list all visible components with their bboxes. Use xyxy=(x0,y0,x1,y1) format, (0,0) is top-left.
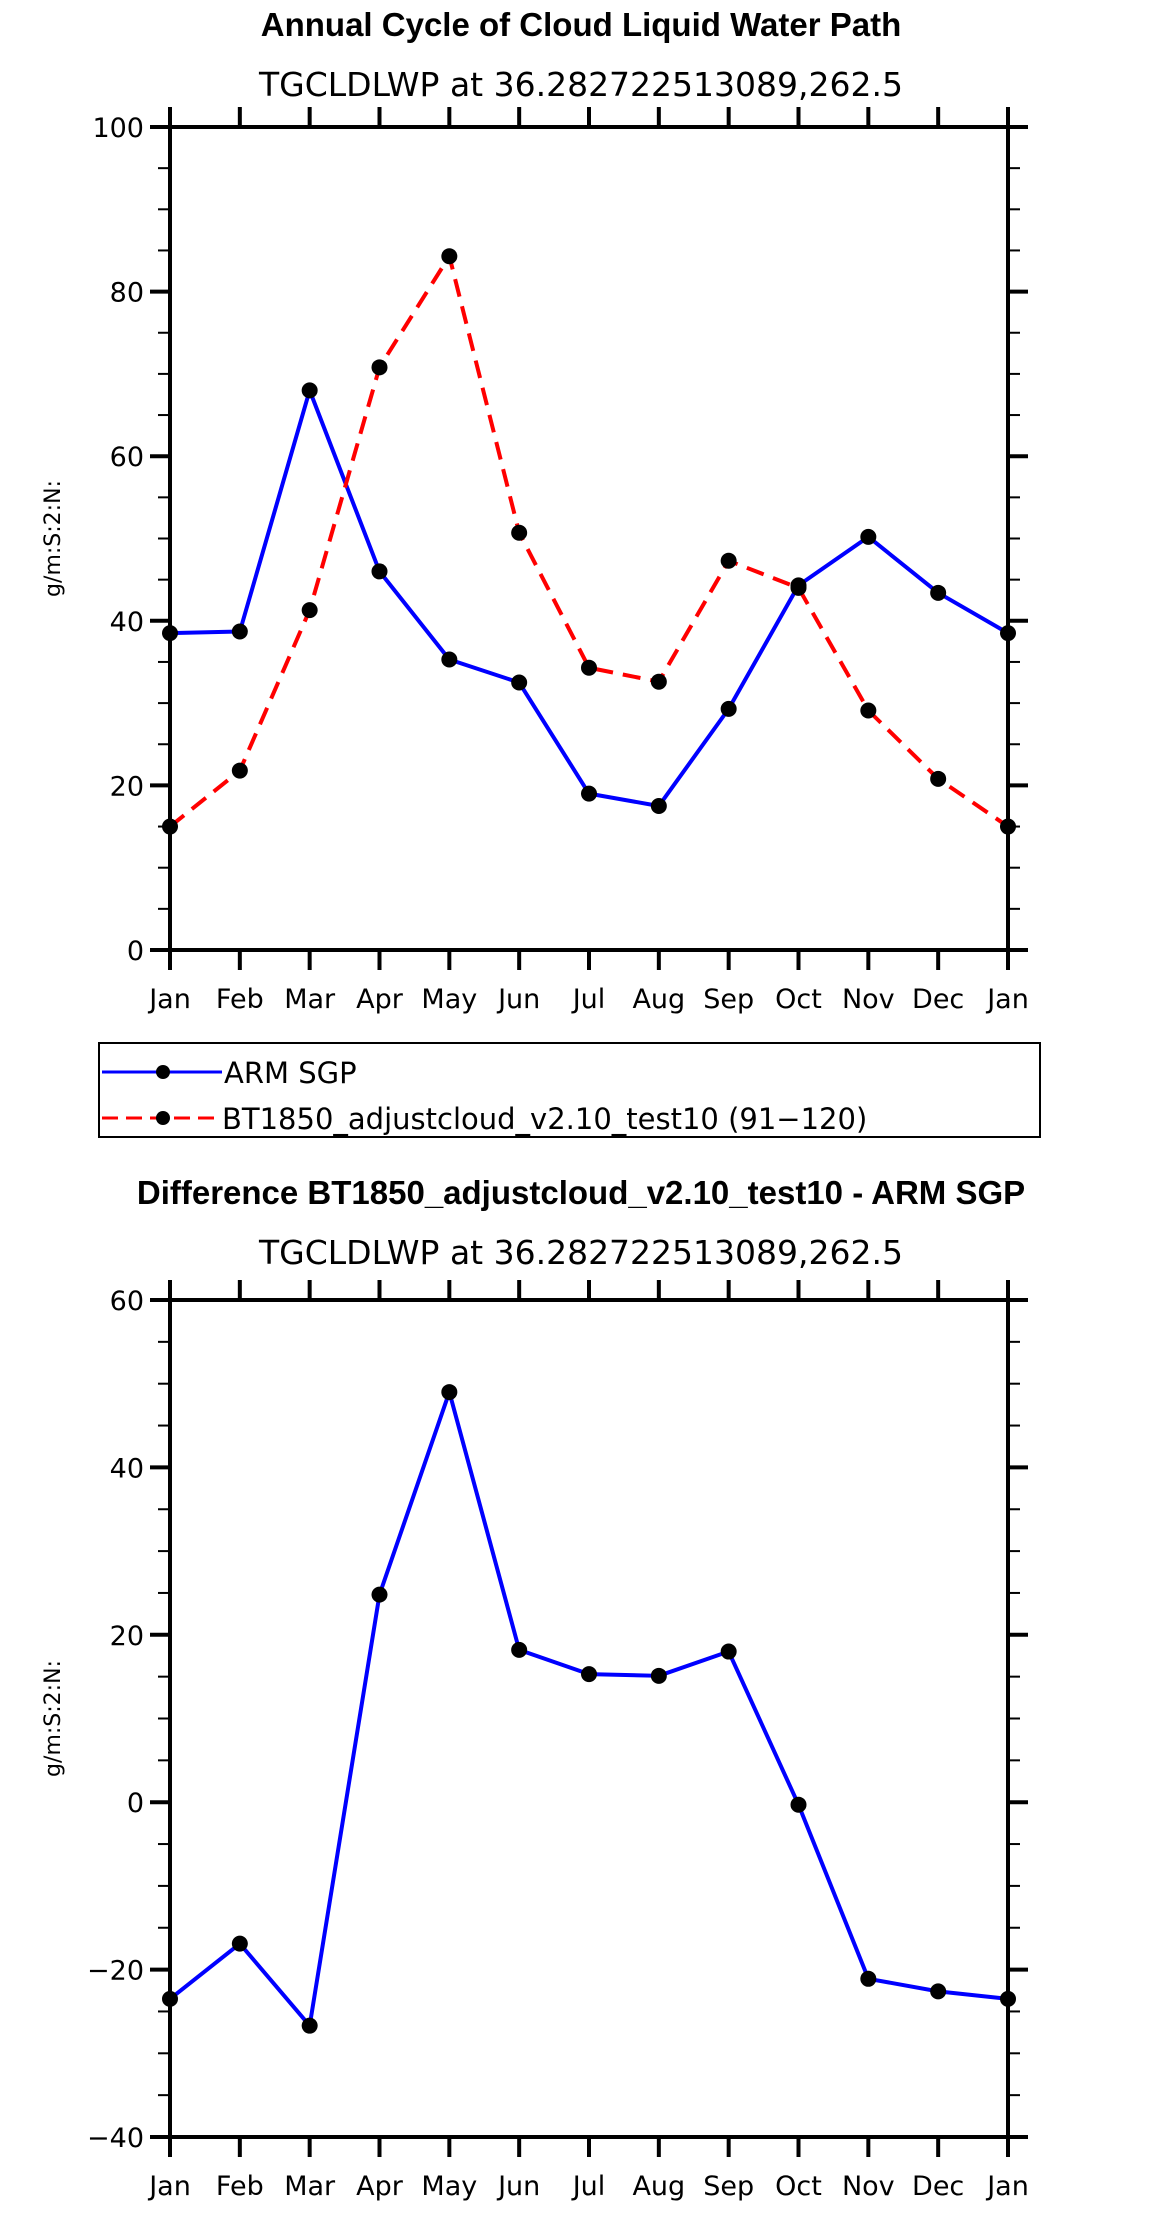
chart-1-x-tick-label: Apr xyxy=(356,984,404,1015)
chart-2-x-tick-label: Jan xyxy=(147,2171,191,2202)
chart-1-plot: 0 20 40 60 80 100 Jan Feb Mar Apr May Jun Jul Aug Sep O… xyxy=(41,107,1029,1015)
legend: ARM SGP BT1850_adjustcloud_v2.10_test10 … xyxy=(98,1042,1041,1138)
chart-2-subtitle: TGCLDLWP at 36.282722513089,262.5 xyxy=(258,1233,903,1272)
chart-2-plot-frame xyxy=(168,1298,1010,2139)
chart-2-data-point-1 xyxy=(441,1384,458,1401)
chart-1-data-point-2 xyxy=(371,359,388,376)
chart-2-data-point-1 xyxy=(301,2017,318,2034)
chart-2-y-axis-label: g/m:S:2:N: xyxy=(41,1660,66,1777)
chart-1-data-point-1 xyxy=(441,651,458,668)
chart-2-series-line-1 xyxy=(168,1390,1009,2028)
legend-arm-marker xyxy=(156,1065,170,1079)
chart-1-data-point-1 xyxy=(371,563,388,580)
chart-2-data-point-1 xyxy=(790,1796,807,1813)
chart-2-x-tick-label: Apr xyxy=(356,2171,404,2202)
chart-1-y-tick-label: 40 xyxy=(110,607,144,638)
chart-1-y-tick-label: 20 xyxy=(110,771,144,802)
chart-1-data-point-1 xyxy=(511,674,528,691)
chart-1-data-point-2 xyxy=(511,524,528,541)
chart-2-y-tick-label: 0 xyxy=(127,1788,144,1819)
chart-1-y-tick-label: 0 xyxy=(127,936,144,967)
chart-2-y-tick-label: 20 xyxy=(110,1621,144,1652)
chart-1-x-tick-label: Jan xyxy=(985,984,1029,1015)
chart-1-data-point-1 xyxy=(650,797,667,814)
chart-2-x-tick-label: Sep xyxy=(703,2171,754,2202)
chart-1-x-tick-label: Nov xyxy=(842,984,895,1015)
chart-1-data-point-2 xyxy=(790,579,807,596)
chart-2-data-point-1 xyxy=(371,1586,388,1603)
chart-1-x-tick-label: Jun xyxy=(496,984,540,1015)
chart-1-data-point-1 xyxy=(860,528,877,545)
chart-1-data-point-1 xyxy=(231,623,248,640)
chart-1-data-point-2 xyxy=(301,602,318,619)
chart-2-x-tick-label: Jul xyxy=(571,2171,606,2202)
chart-1-plot-frame xyxy=(168,125,1010,952)
chart-1-data-point-2 xyxy=(231,762,248,779)
chart-1-y-tick-label: 80 xyxy=(110,278,144,309)
chart-2-data-point-1 xyxy=(231,1935,248,1952)
chart-1-data-point-1 xyxy=(581,785,597,802)
chart-2-y-tick-label: 40 xyxy=(110,1453,144,1484)
chart-2-x-tick-label: Jan xyxy=(985,2171,1029,2202)
chart-1-data-point-2 xyxy=(720,552,737,569)
chart-2-x-tick-label: Mar xyxy=(284,2171,336,2202)
chart-2-data-point-1 xyxy=(511,1641,528,1658)
chart-2-plot: −40 −20 0 20 40 60 Jan Feb Mar Apr May Jun Jul Aug Sep… xyxy=(41,1280,1029,2202)
chart-1-x-tick-label: Dec xyxy=(912,984,964,1015)
chart-1-data-point-2 xyxy=(650,673,667,690)
chart-1-x-tick-label: Mar xyxy=(284,984,336,1015)
legend-model-marker xyxy=(156,1111,170,1125)
chart-1-data-point-1 xyxy=(301,382,318,399)
chart-1-data-point-1 xyxy=(930,584,947,601)
legend-box xyxy=(98,1042,1041,1138)
chart-1-x-tick-label: Aug xyxy=(632,984,685,1015)
chart-2-data-point-1 xyxy=(930,1983,947,2000)
chart-2-x-tick-label: Aug xyxy=(632,2171,685,2202)
chart-2-x-tick-label: May xyxy=(421,2171,477,2202)
chart-2-data-point-1 xyxy=(860,1970,877,1987)
chart-2-x-tick-label: Oct xyxy=(775,2171,822,2202)
chart-1-data-point-2 xyxy=(581,659,597,676)
chart-2-x-tick-label: Feb xyxy=(216,2171,264,2202)
chart-2-x-tick-label: Jun xyxy=(496,2171,540,2202)
chart-2-data-point-1 xyxy=(720,1643,737,1660)
legend-model-label: BT1850_adjustcloud_v2.10_test10 (91−120) xyxy=(222,1102,867,1136)
chart-1-y-axis-label: g/m:S:2:N: xyxy=(41,480,66,597)
chart-2-data-point-1 xyxy=(650,1667,667,1684)
chart-1-x-tick-label: Sep xyxy=(703,984,754,1015)
chart-1-x-tick-label: Oct xyxy=(775,984,822,1015)
chart-2-y-tick-label: −40 xyxy=(87,2123,144,2154)
chart-1-data-point-2 xyxy=(860,702,877,719)
chart-2-y-tick-label: 60 xyxy=(110,1286,144,1317)
chart-1-x-tick-label: Jul xyxy=(571,984,606,1015)
chart-2-x-tick-label: Dec xyxy=(912,2171,964,2202)
chart-1-x-tick-label: Feb xyxy=(216,984,264,1015)
chart-2-x-tick-label: Nov xyxy=(842,2171,895,2202)
chart-2-data-point-1 xyxy=(581,1666,597,1683)
chart-1-y-tick-label: 60 xyxy=(110,442,144,473)
chart-1-y-tick-label: 100 xyxy=(92,113,144,144)
chart-1-x-tick-label: Jan xyxy=(147,984,191,1015)
chart-1-subtitle: TGCLDLWP at 36.282722513089,262.5 xyxy=(258,65,903,104)
chart-2-y-tick-label: −20 xyxy=(87,1956,144,1987)
chart-2-title: Difference BT1850_adjustcloud_v2.10_test… xyxy=(137,1174,1025,1211)
chart-1-series-line-2 xyxy=(168,254,1010,829)
chart-1-x-tick-label: May xyxy=(421,984,477,1015)
chart-1-data-point-2 xyxy=(441,248,458,265)
chart-1-data-point-1 xyxy=(720,700,737,717)
chart-1-title: Annual Cycle of Cloud Liquid Water Path xyxy=(261,6,901,43)
chart-1-series-line-1 xyxy=(169,388,1010,808)
chart-1-data-point-2 xyxy=(930,770,947,787)
legend-arm-label: ARM SGP xyxy=(224,1056,357,1090)
